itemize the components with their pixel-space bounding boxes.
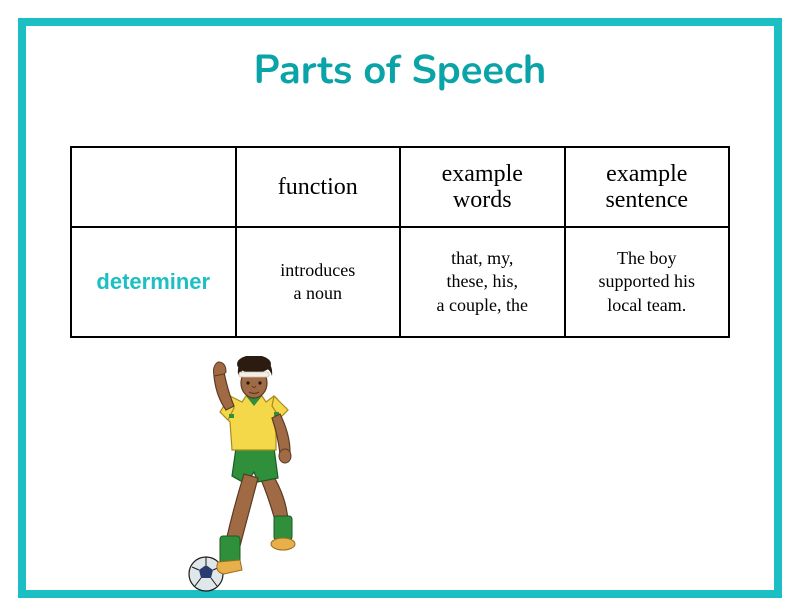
cell-example-words: that, my,these, his,a couple, the bbox=[400, 227, 565, 337]
table-row: determiner introducesa noun that, my,the… bbox=[71, 227, 729, 337]
col-example-sentence: examplesentence bbox=[565, 147, 730, 227]
player-head bbox=[237, 356, 272, 398]
parts-of-speech-table: function examplewords examplesentence de… bbox=[70, 146, 730, 338]
cell-function: introducesa noun bbox=[236, 227, 401, 337]
table-header-row: function examplewords examplesentence bbox=[71, 147, 729, 227]
page-title: Parts of Speech bbox=[26, 44, 774, 98]
col-blank bbox=[71, 147, 236, 227]
player-front-leg bbox=[217, 474, 258, 574]
poster-frame: Parts of Speech function examplewords ex… bbox=[18, 18, 782, 598]
table-container: function examplewords examplesentence de… bbox=[70, 146, 730, 338]
player-right-arm bbox=[214, 362, 235, 410]
cell-example-sentence: The boysupported hislocal team. bbox=[565, 227, 730, 337]
cell-part-name: determiner bbox=[71, 227, 236, 337]
col-function: function bbox=[236, 147, 401, 227]
col-example-words: examplewords bbox=[400, 147, 565, 227]
part-of-speech-label: determiner bbox=[96, 269, 210, 294]
soccer-player-icon bbox=[176, 356, 326, 596]
